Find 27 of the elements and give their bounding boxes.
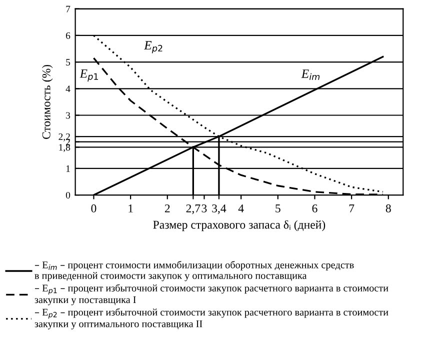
y-tick-label: 6: [66, 32, 70, 39]
x-tick-label: 3: [202, 204, 207, 212]
y-axis-title: Стоимость (%): [42, 64, 53, 139]
x-tick-label: 8: [386, 204, 391, 212]
y-tick-label: 0: [66, 192, 70, 199]
legend-label: – E$_{p1}$ – процент избыточной стоимости закупок расчетного варианта в стоимости закупки у поставщика I: [34, 284, 388, 306]
x-tick-label: 2,7: [186, 204, 200, 214]
x-tick-label: 1: [128, 204, 133, 212]
x-tick-label: 4: [238, 204, 244, 212]
x-tick-label: 2: [164, 204, 170, 212]
x-tick-label: 7: [349, 204, 354, 212]
x-tick-label: 0: [91, 204, 96, 212]
legend-label: – E$_{im}$ – процент стоимости иммобилизации оборотных денежных средств в приведенной стоимости закупок у оптимального поставщика: [34, 260, 354, 282]
legend-label: – E$_{p2}$ – процент избыточной стоимости закупок расчетного варианта в стоимости закупки у оптимального поставщика II: [34, 308, 388, 330]
x-axis-title: Размер страхового запаса δᵢ (дней): [153, 220, 326, 232]
annotation: E$_{p1}$: [80, 69, 98, 82]
y-tick-label: 7: [66, 6, 70, 12]
y-tick-label: 3: [66, 112, 70, 119]
y-tick-label: 1: [66, 165, 70, 172]
x-tick-label: 3,4: [212, 204, 226, 214]
y-tick-label: 4: [66, 86, 70, 92]
annotation: E$_{im}$: [301, 70, 320, 80]
annotation: E$_{p2}$: [144, 41, 162, 54]
x-tick-label: 6: [312, 204, 318, 212]
y-tick-label: 5: [66, 59, 70, 66]
x-tick-label: 5: [276, 204, 280, 212]
y-tick-label: 1,8: [59, 144, 70, 152]
